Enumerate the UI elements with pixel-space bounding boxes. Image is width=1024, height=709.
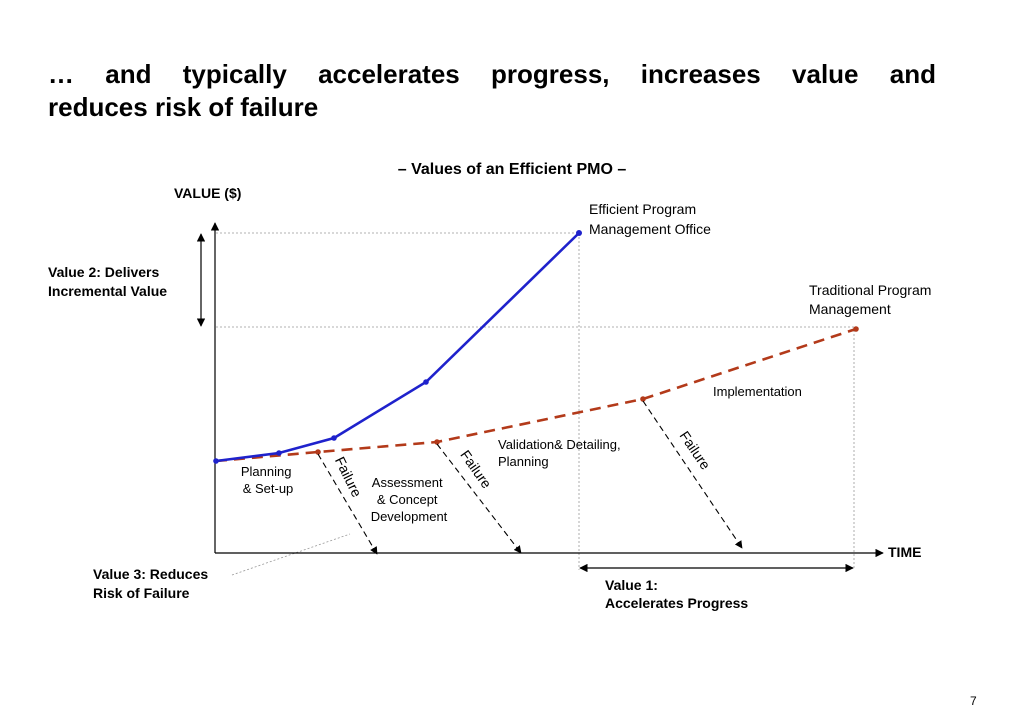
- value2-label-line-1: Value 2: Delivers: [48, 264, 160, 280]
- efficient-point: [423, 379, 429, 385]
- phase-label-validation-line-1: Validation& Detailing,: [498, 437, 621, 452]
- value3-label-line-1: Value 3: Reduces: [93, 566, 208, 582]
- efficient-point: [576, 230, 582, 236]
- slide-title-line-1: … and typically accelerates progress, in…: [48, 59, 936, 89]
- traditional-series-label-line-2: Management: [809, 301, 891, 317]
- phase-label-planning-line-2: & Set-up: [243, 481, 294, 496]
- traditional-point: [853, 326, 859, 332]
- value1-label-line-2: Accelerates Progress: [605, 595, 748, 611]
- guide-lines: [216, 232, 855, 576]
- efficient-line: [215, 232, 580, 463]
- diagram-subtitle: – Values of an Efficient PMO –: [398, 161, 627, 178]
- value2-label: Value 2: Delivers Incremental Value: [48, 264, 167, 299]
- phase-label-planning: Planning & Set-up: [241, 464, 295, 496]
- efficient-point: [276, 450, 282, 456]
- value3-label: Value 3: Reduces Risk of Failure: [93, 566, 212, 601]
- value3-connector: [231, 533, 351, 576]
- value1-label-line-1: Value 1:: [605, 577, 658, 593]
- page-number: 7: [970, 694, 977, 708]
- phase-label-assessment: Assessment & Concept Development: [371, 475, 448, 524]
- phase-label-assessment-line-2: & Concept: [377, 492, 438, 507]
- phase-label-assessment-line-1: Assessment: [372, 475, 443, 490]
- efficient-series-label-line-2: Management Office: [589, 221, 711, 237]
- traditional-series-label-line-1: Traditional Program: [809, 282, 931, 298]
- traditional-point: [315, 449, 321, 455]
- efficient-series-label-line-1: Efficient Program: [589, 201, 696, 217]
- axes: [210, 222, 884, 558]
- value2-label-line-2: Incremental Value: [48, 283, 167, 299]
- failure-arrow-assessment: [436, 443, 522, 554]
- efficient-point: [331, 435, 337, 441]
- efficient-series-label: Efficient Program Management Office: [589, 201, 711, 237]
- value3-label-line-2: Risk of Failure: [93, 585, 190, 601]
- y-axis-label: VALUE ($): [174, 185, 241, 201]
- efficient-series: [213, 230, 582, 464]
- failure-arrows: [317, 400, 743, 555]
- failure-label-assessment: Failure: [457, 447, 495, 491]
- phase-label-implementation: Implementation: [713, 384, 802, 399]
- failure-arrow-validation: [642, 400, 743, 549]
- slide-title: … and typically accelerates progress, in…: [48, 58, 936, 124]
- value1-label: Value 1: Accelerates Progress: [605, 577, 748, 611]
- traditional-series-label: Traditional Program Management: [809, 282, 935, 317]
- failure-label-validation: Failure: [677, 428, 714, 473]
- traditional-point: [434, 439, 440, 445]
- traditional-point: [640, 396, 646, 402]
- traditional-series: [215, 326, 859, 463]
- phase-label-validation: Validation& Detailing, Planning: [498, 437, 624, 469]
- phase-label-planning-line-1: Planning: [241, 464, 292, 479]
- phase-label-assessment-line-3: Development: [371, 509, 448, 524]
- slide-title-line-2: reduces risk of failure: [48, 92, 319, 122]
- x-axis-label: TIME: [888, 544, 921, 560]
- efficient-point: [213, 458, 219, 464]
- phase-label-validation-line-2: Planning: [498, 454, 549, 469]
- failure-label-planning: Failure: [332, 454, 365, 500]
